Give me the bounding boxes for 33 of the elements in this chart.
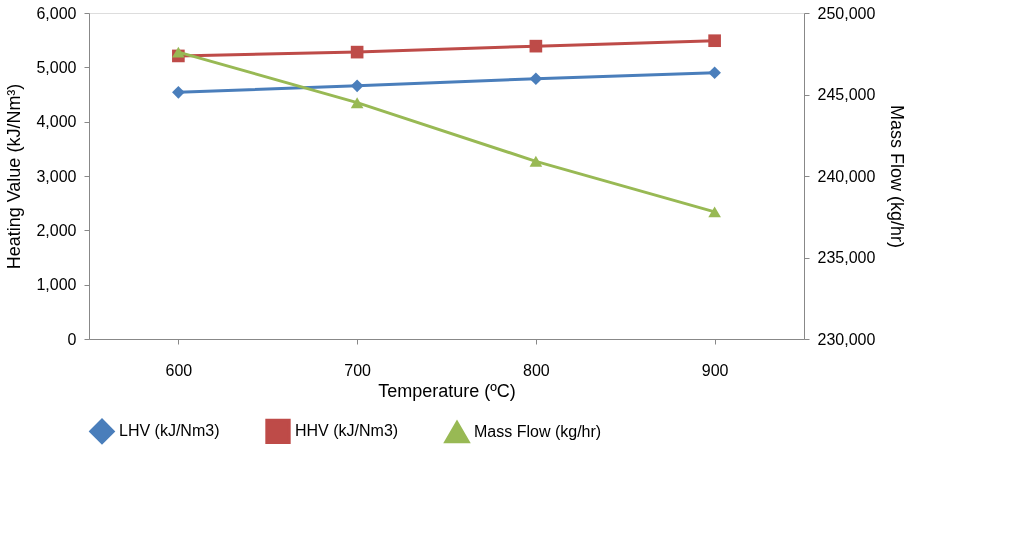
y-tick-label: 5,000	[36, 58, 77, 76]
y2-tick-label: 240,000	[817, 167, 876, 185]
y-tick-label: 2,000	[36, 221, 77, 239]
point	[350, 97, 364, 109]
x-tick-label: 700	[344, 361, 372, 379]
y-tick-label: 3,000	[36, 167, 77, 185]
point	[708, 206, 721, 218]
y2-tick-label: 250,000	[817, 4, 876, 22]
legend-label: HHV (kJ/Nm3)	[295, 422, 399, 440]
y2-tick-label: 230,000	[817, 330, 876, 348]
x-axis-title: Temperature (ºC)	[378, 380, 516, 401]
y-tick-label: 0	[67, 330, 77, 348]
y2-axis-title: Mass Flow (kg/hr)	[887, 104, 908, 249]
point	[529, 72, 543, 86]
point	[708, 34, 721, 48]
point	[529, 39, 543, 53]
y-axis-title: Heating Value (kJ/Nm³)	[4, 83, 25, 270]
x-tick-label: 600	[165, 361, 193, 379]
y-tick-label: 4,000	[36, 113, 77, 131]
point	[529, 155, 543, 167]
point	[708, 66, 721, 80]
y2-tick-label: 245,000	[817, 86, 876, 103]
y-tick-label: 1,000	[36, 276, 77, 294]
point	[172, 46, 185, 58]
point	[172, 86, 185, 99]
legend-label: Mass Flow (kg/hr)	[474, 423, 602, 441]
legend-label: LHV (kJ/Nm3)	[119, 422, 220, 440]
x-tick-label: 900	[701, 361, 729, 379]
point	[350, 79, 364, 93]
y-tick-label: 6,000	[36, 4, 77, 22]
x-tick-label: 800	[523, 361, 550, 379]
y2-tick-label: 235,000	[817, 249, 876, 266]
point	[350, 45, 364, 59]
